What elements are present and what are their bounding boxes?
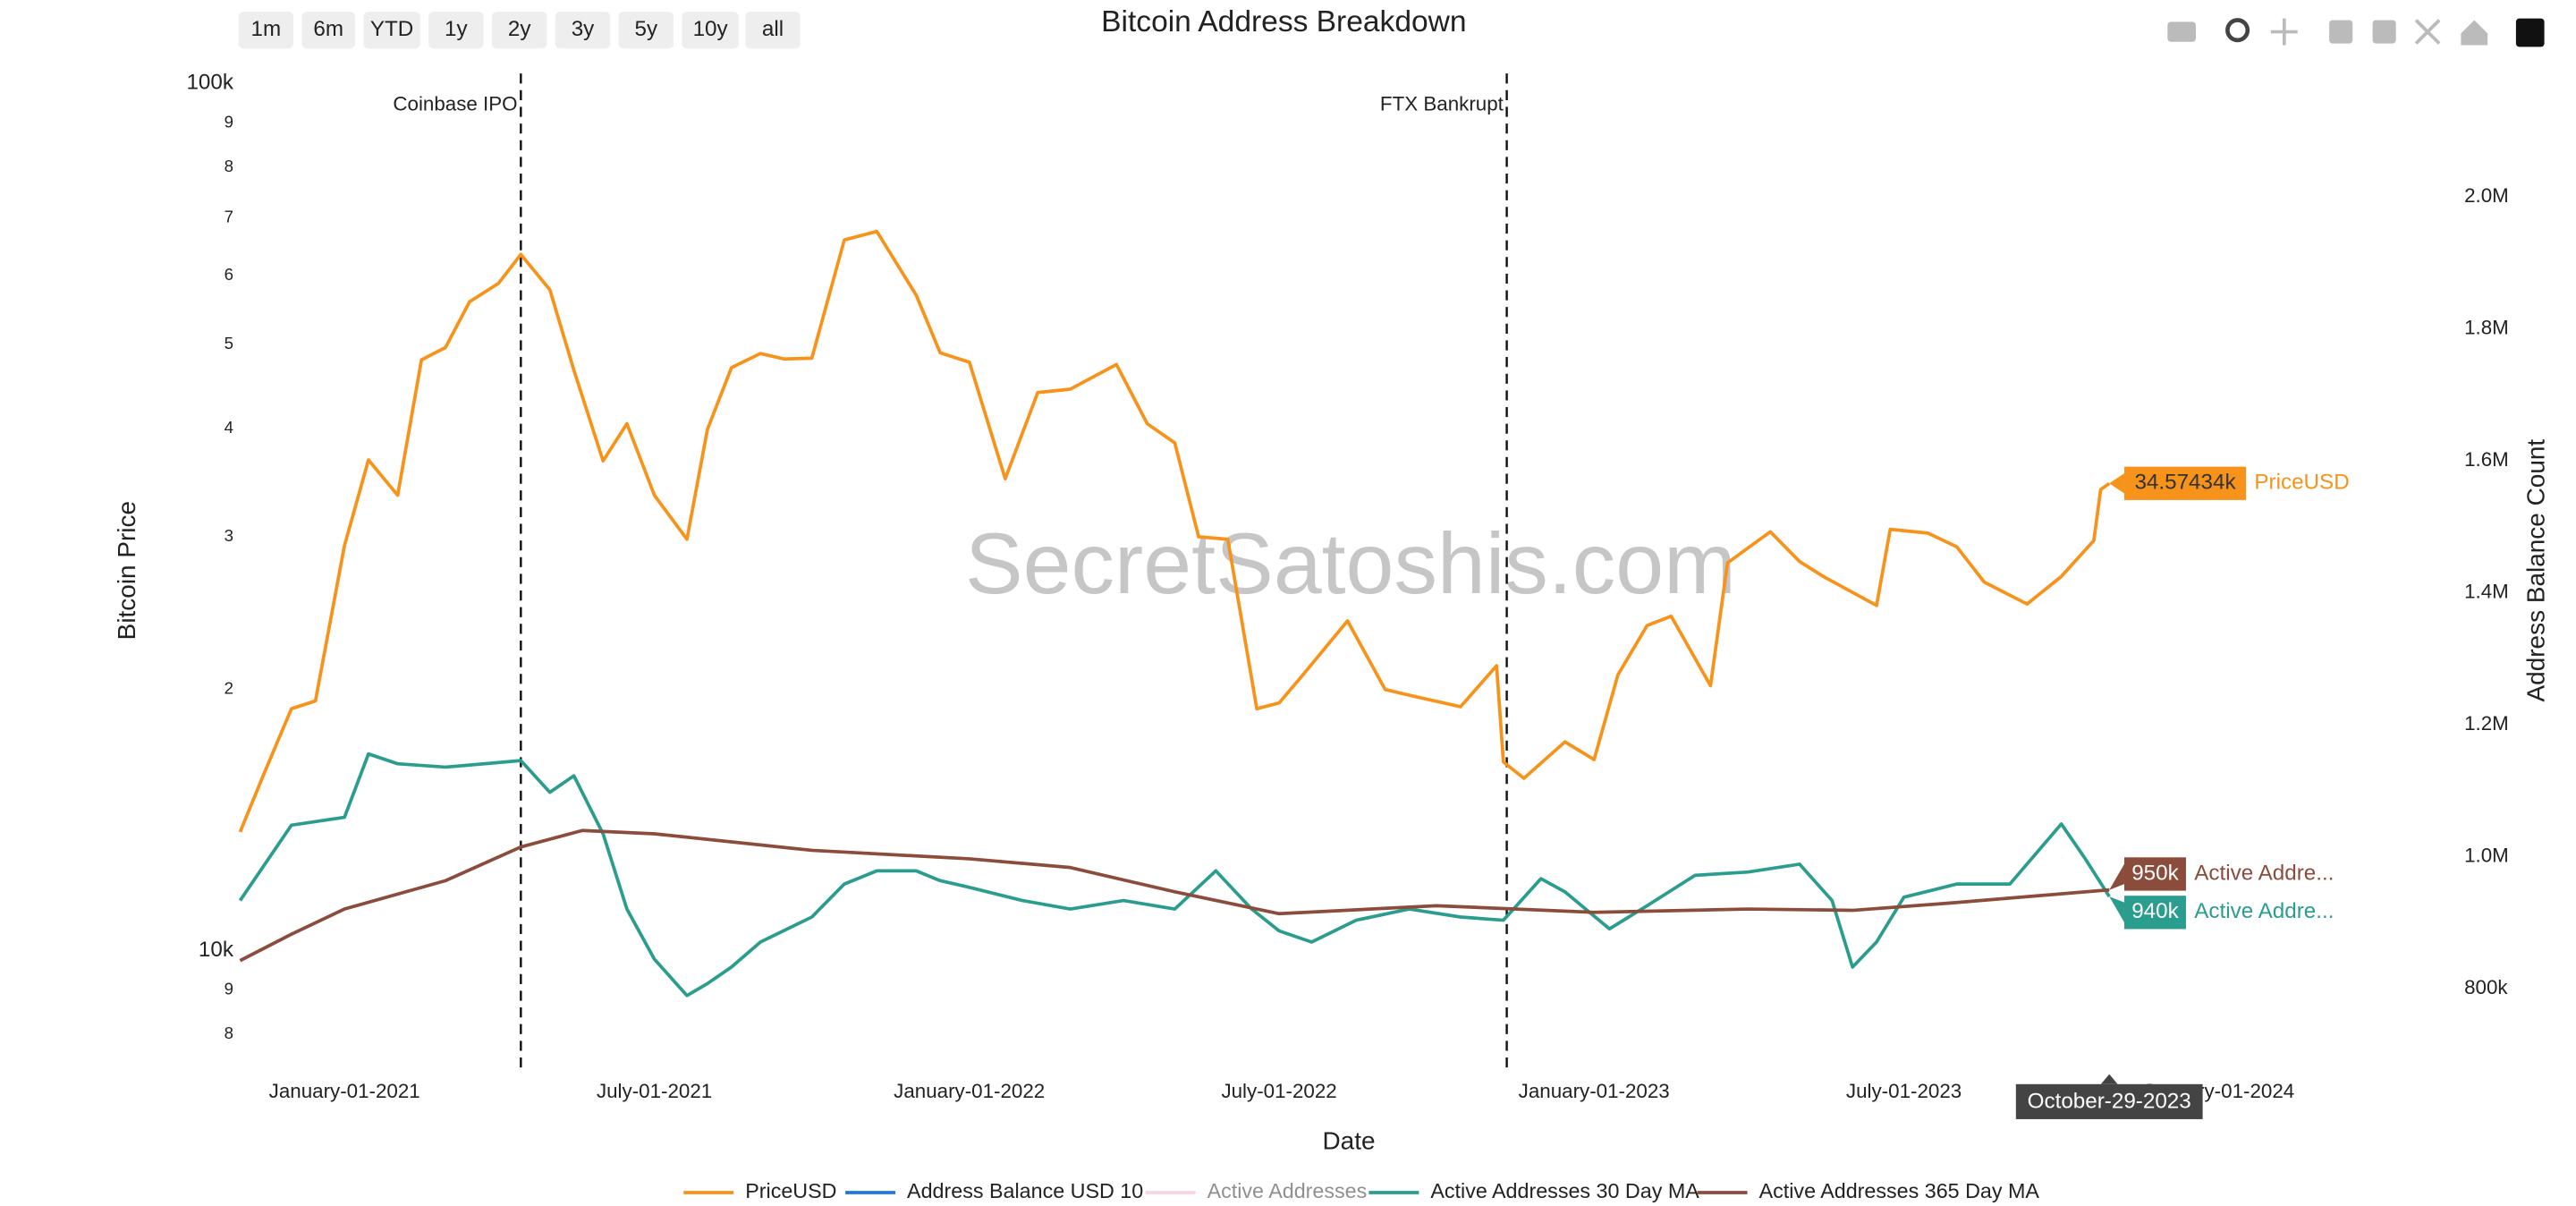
y-tick-label: 5	[225, 334, 233, 352]
autoscale-icon[interactable]	[2414, 19, 2441, 45]
hover-pointer	[2109, 896, 2124, 922]
range-button-label[interactable]: 3y	[572, 17, 595, 41]
range-button-bg	[238, 12, 294, 49]
range-button-label[interactable]: 6m	[313, 17, 343, 41]
y-axis-title: Bitcoin Price	[113, 501, 140, 640]
x-tick-label: July-01-2021	[597, 1080, 712, 1102]
modebar	[2167, 18, 2545, 47]
y-tick-label: 8	[225, 157, 233, 175]
range-button[interactable]: 3y	[555, 12, 611, 49]
range-button-label[interactable]: 5y	[635, 17, 658, 41]
y-tick-label: 10k	[199, 938, 234, 962]
y2-tick-label: 1.4M	[2464, 581, 2509, 603]
hover-pointer	[2109, 473, 2124, 494]
hover-box	[2123, 857, 2186, 891]
x-tick-label: July-01-2023	[1846, 1080, 1962, 1102]
y2-tick-label: 1.6M	[2464, 448, 2509, 471]
hover-name: PriceUSD	[2254, 471, 2349, 495]
range-button-bg	[555, 12, 611, 49]
hover-x-label: October-29-2023	[2028, 1090, 2191, 1114]
zoom-out-icon[interactable]	[2372, 20, 2396, 44]
x-tick-label: July-01-2022	[1221, 1080, 1336, 1102]
zoom-icon[interactable]	[2225, 18, 2250, 43]
range-button[interactable]: 6m	[301, 12, 356, 49]
range-button-bg	[491, 12, 547, 49]
x-axis-title: Date	[1323, 1126, 1376, 1154]
range-button-label[interactable]: 1y	[445, 17, 468, 41]
y2-tick-label: 1.8M	[2464, 316, 2509, 338]
y-tick-label: 3	[225, 526, 233, 545]
hover-x-box	[2015, 1083, 2203, 1119]
hover-value: 34.57434k	[2134, 471, 2236, 495]
range-button[interactable]: 5y	[618, 12, 674, 49]
y-tick-label: 8	[225, 1023, 233, 1042]
series-line	[239, 828, 2110, 963]
range-button-bg	[301, 12, 356, 49]
range-button-label[interactable]: all	[762, 17, 784, 41]
range-button-bg	[363, 12, 420, 49]
y2-tick-label: 800k	[2464, 976, 2508, 998]
legend-label[interactable]: Active Addresses 30 Day MA	[1430, 1179, 1699, 1202]
range-button-bg	[428, 12, 484, 49]
range-button[interactable]: YTD	[363, 12, 420, 49]
hover-value: 950k	[2131, 861, 2179, 885]
legend-item[interactable]: PriceUSD	[683, 1179, 837, 1202]
range-button-label[interactable]: 1m	[250, 17, 281, 41]
hover-name: Active Addre...	[2194, 861, 2334, 885]
plotly-logo[interactable]	[2515, 18, 2545, 47]
x-tick-label: January-01-2022	[894, 1080, 1045, 1102]
y-tick-label: 6	[225, 265, 233, 284]
y-tick-label: 9	[225, 112, 233, 131]
legend-label[interactable]: Address Balance USD 10	[907, 1179, 1143, 1202]
hover-pointer	[2109, 863, 2124, 890]
legend-item[interactable]: Active Addresses	[1145, 1179, 1368, 1202]
range-button[interactable]: 10y	[682, 12, 739, 49]
camera-icon[interactable]	[2167, 21, 2196, 42]
annotation-text: Coinbase IPO	[393, 92, 517, 115]
y-tick-label: 2	[225, 679, 233, 698]
y-tick-label: 7	[225, 207, 233, 225]
range-button-bg	[682, 12, 739, 49]
y2-tick-label: 1.2M	[2464, 712, 2509, 735]
range-button[interactable]: 1m	[238, 12, 294, 49]
annotation-text: FTX Bankrupt	[1380, 92, 1504, 115]
y2-tick-label: 2.0M	[2464, 184, 2509, 207]
hover-value: 940k	[2131, 899, 2179, 923]
y-tick-label: 4	[225, 418, 233, 437]
legend-item[interactable]: Active Addresses 365 Day MA	[1697, 1179, 2040, 1202]
y2-tick-label: 1.0M	[2464, 845, 2509, 867]
range-button[interactable]: all	[745, 12, 801, 49]
range-button-label[interactable]: 10y	[693, 17, 729, 41]
hover-name: Active Addre...	[2194, 899, 2334, 923]
y-tick-label: 100k	[186, 71, 233, 95]
legend-label[interactable]: Active Addresses 365 Day MA	[1759, 1179, 2040, 1202]
legend-label[interactable]: Active Addresses	[1208, 1179, 1368, 1202]
legend-label[interactable]: PriceUSD	[745, 1179, 836, 1202]
legend-item[interactable]: Address Balance USD 10	[845, 1179, 1143, 1202]
y-tick-label: 9	[225, 980, 233, 998]
x-tick-label: January-01-2021	[269, 1080, 420, 1102]
pan-icon[interactable]	[2270, 18, 2298, 46]
series-line	[238, 752, 2111, 998]
legend-item[interactable]: Active Addresses 30 Day MA	[1368, 1179, 1699, 1202]
range-button-bg	[618, 12, 674, 49]
range-button-label[interactable]: 2y	[508, 17, 531, 41]
range-button-label[interactable]: YTD	[370, 17, 413, 41]
hover-box	[2123, 896, 2186, 930]
range-button-bg	[745, 12, 801, 49]
watermark: SecretSatoshis.com	[965, 514, 1736, 612]
range-button[interactable]: 1y	[428, 12, 484, 49]
zoom-in-icon[interactable]	[2329, 20, 2353, 44]
hover-box	[2123, 466, 2247, 500]
chart-title: Bitcoin Address Breakdown	[1101, 5, 1466, 38]
reset-icon[interactable]	[2461, 20, 2488, 46]
x-tick-label: January-01-2023	[1519, 1080, 1670, 1102]
range-button[interactable]: 2y	[491, 12, 547, 49]
hover-x-pointer	[2100, 1074, 2118, 1084]
y2-axis-title: Address Balance Count	[2522, 439, 2550, 702]
series-line	[238, 229, 2111, 833]
